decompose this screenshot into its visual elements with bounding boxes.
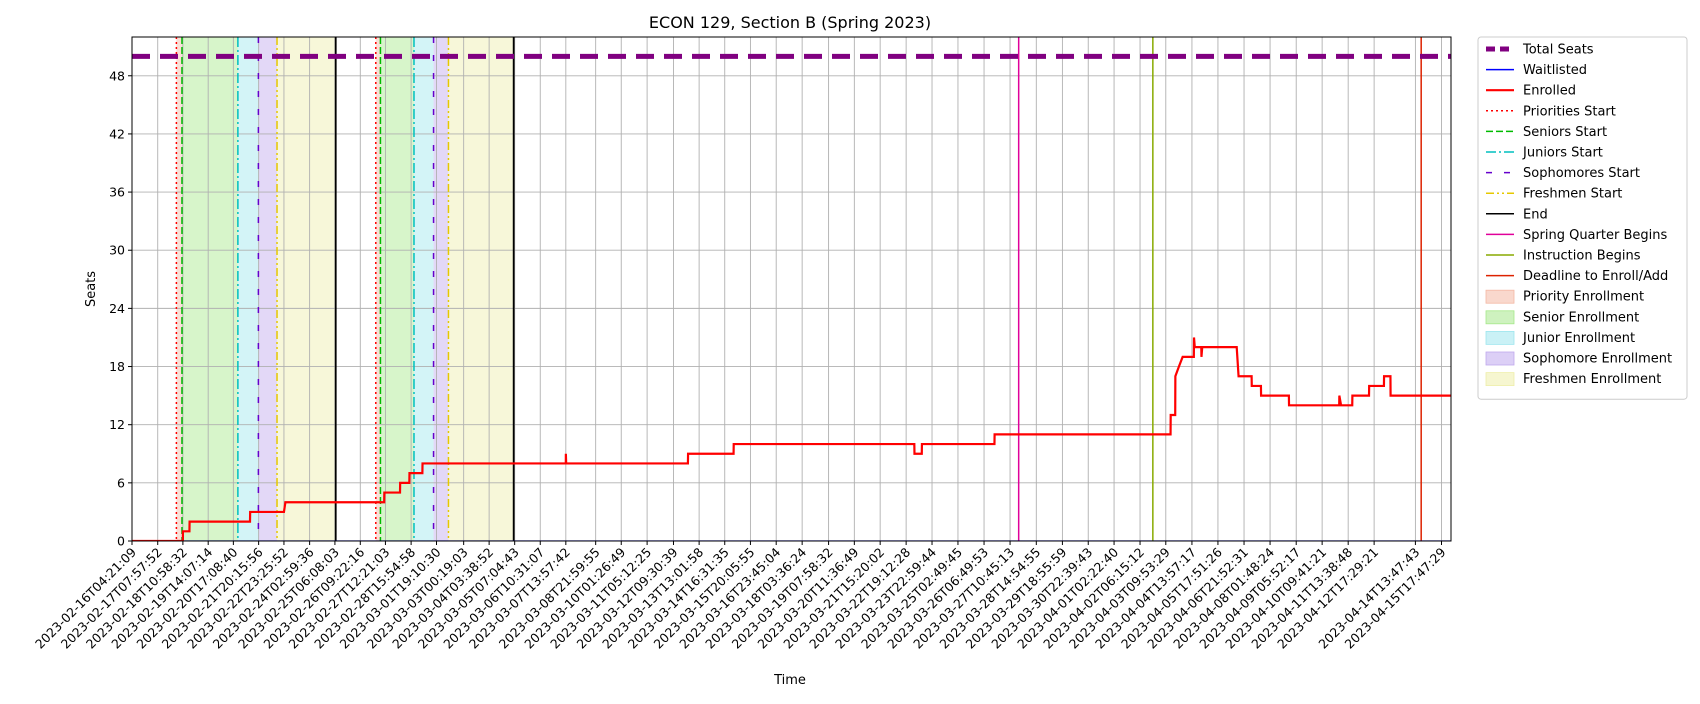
y-axis-label: Seats bbox=[84, 271, 99, 307]
legend: Total Seats Waitlisted Enrolled Priorities … bbox=[1477, 36, 1688, 400]
series-enrolled bbox=[132, 337, 1451, 541]
legend-swatch-priority-enrollment bbox=[1485, 289, 1515, 304]
y-tick-label: 12 bbox=[109, 417, 125, 432]
span-priority-enrollment-0 bbox=[176, 37, 182, 541]
y-tick-label: 6 bbox=[117, 475, 125, 490]
legend-label-total-seats: Total Seats bbox=[1522, 43, 1594, 58]
legend-label-waitlisted: Waitlisted bbox=[1523, 63, 1587, 78]
y-tick-label: 24 bbox=[109, 301, 125, 316]
legend-label-juniors-start: Juniors Start bbox=[1522, 146, 1603, 161]
span-sophomore-enrollment-1 bbox=[433, 37, 449, 541]
legend-label-enrolled: Enrolled bbox=[1523, 84, 1576, 99]
legend-label-end: End bbox=[1523, 207, 1548, 222]
legend-label-junior-enrollment: Junior Enrollment bbox=[1522, 331, 1635, 346]
span-junior-enrollment-1 bbox=[413, 37, 434, 541]
span-sophomore-enrollment-0 bbox=[258, 37, 278, 541]
legend-label-deadline-to-enroll-add: Deadline to Enroll/Add bbox=[1523, 269, 1668, 284]
y-tick-label: 48 bbox=[109, 68, 125, 83]
x-axis-label: Time bbox=[773, 673, 806, 688]
legend-label-seniors-start: Seniors Start bbox=[1523, 125, 1607, 140]
legend-swatch-senior-enrollment bbox=[1485, 310, 1515, 325]
legend-label-freshmen-start: Freshmen Start bbox=[1523, 187, 1622, 202]
legend-swatch-junior-enrollment bbox=[1485, 330, 1515, 345]
legend-swatch-freshmen-enrollment bbox=[1485, 372, 1515, 387]
plot-frame bbox=[131, 36, 1452, 542]
legend-label-priorities-start: Priorities Start bbox=[1523, 104, 1616, 119]
plot-area: 06121824303642482023-02-16T04:21:092023-… bbox=[32, 36, 1452, 652]
span-freshmen-enrollment-0 bbox=[277, 37, 336, 541]
legend-label-sophomore-enrollment: Sophomore Enrollment bbox=[1523, 352, 1672, 367]
legend-box bbox=[1477, 36, 1688, 400]
legend-label-spring-quarter-begins: Spring Quarter Begins bbox=[1523, 228, 1667, 243]
y-tick-label: 36 bbox=[109, 185, 125, 200]
legend-label-freshmen-enrollment: Freshmen Enrollment bbox=[1523, 372, 1661, 387]
y-tick-label: 0 bbox=[117, 534, 125, 549]
span-senior-enrollment-1 bbox=[380, 37, 414, 541]
legend-label-senior-enrollment: Senior Enrollment bbox=[1523, 310, 1639, 325]
chart-title: ECON 129, Section B (Spring 2023) bbox=[649, 13, 931, 32]
span-senior-enrollment-0 bbox=[181, 37, 238, 541]
legend-label-instruction-begins: Instruction Begins bbox=[1523, 249, 1641, 264]
legend-swatch-sophomore-enrollment bbox=[1485, 351, 1515, 366]
y-tick-label: 18 bbox=[109, 359, 125, 374]
span-priority-enrollment-1 bbox=[375, 37, 381, 541]
legend-label-priority-enrollment: Priority Enrollment bbox=[1523, 290, 1644, 305]
span-junior-enrollment-0 bbox=[237, 37, 259, 541]
span-freshmen-enrollment-1 bbox=[448, 37, 514, 541]
y-tick-label: 30 bbox=[109, 243, 125, 258]
y-tick-label: 42 bbox=[109, 126, 125, 141]
legend-label-sophomores-start: Sophomores Start bbox=[1523, 166, 1640, 181]
